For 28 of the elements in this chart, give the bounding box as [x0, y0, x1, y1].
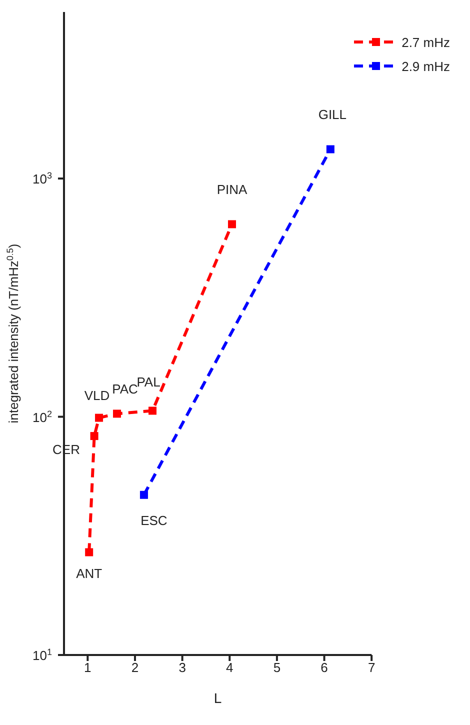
x-tick-label: 4 [226, 660, 234, 676]
point [148, 406, 156, 415]
y-tick-label: 10$^{1}$ [32, 647, 52, 663]
point [90, 432, 98, 440]
x-tick-label: 7 [368, 660, 376, 676]
legend-label: 2.9 mHz [402, 58, 450, 74]
y-tick-label: 10$^{3}$ [32, 170, 52, 187]
point [95, 414, 104, 422]
annotation: VLD [84, 388, 110, 403]
annotation: ANT [76, 566, 102, 582]
annotation: PAC [112, 382, 138, 397]
x-axis-title: L [214, 690, 222, 706]
annotation: PAL [136, 374, 160, 390]
annotation: GILL [318, 107, 347, 122]
annotation: ESC [140, 512, 168, 528]
point [228, 220, 236, 228]
point [140, 490, 148, 499]
y-tick-label: 10$^{2}$ [32, 408, 52, 425]
point [326, 145, 334, 154]
point [85, 548, 94, 556]
x-tick-label: 1 [84, 660, 92, 676]
x-tick-label: 6 [320, 660, 328, 676]
x-tick-label: 5 [273, 660, 281, 676]
annotation: PINA [216, 182, 248, 198]
x-tick-label: 3 [178, 660, 186, 676]
point [113, 410, 121, 418]
legend-label: 2.7 mHz [402, 34, 450, 50]
x-tick-label: 2 [131, 660, 139, 676]
